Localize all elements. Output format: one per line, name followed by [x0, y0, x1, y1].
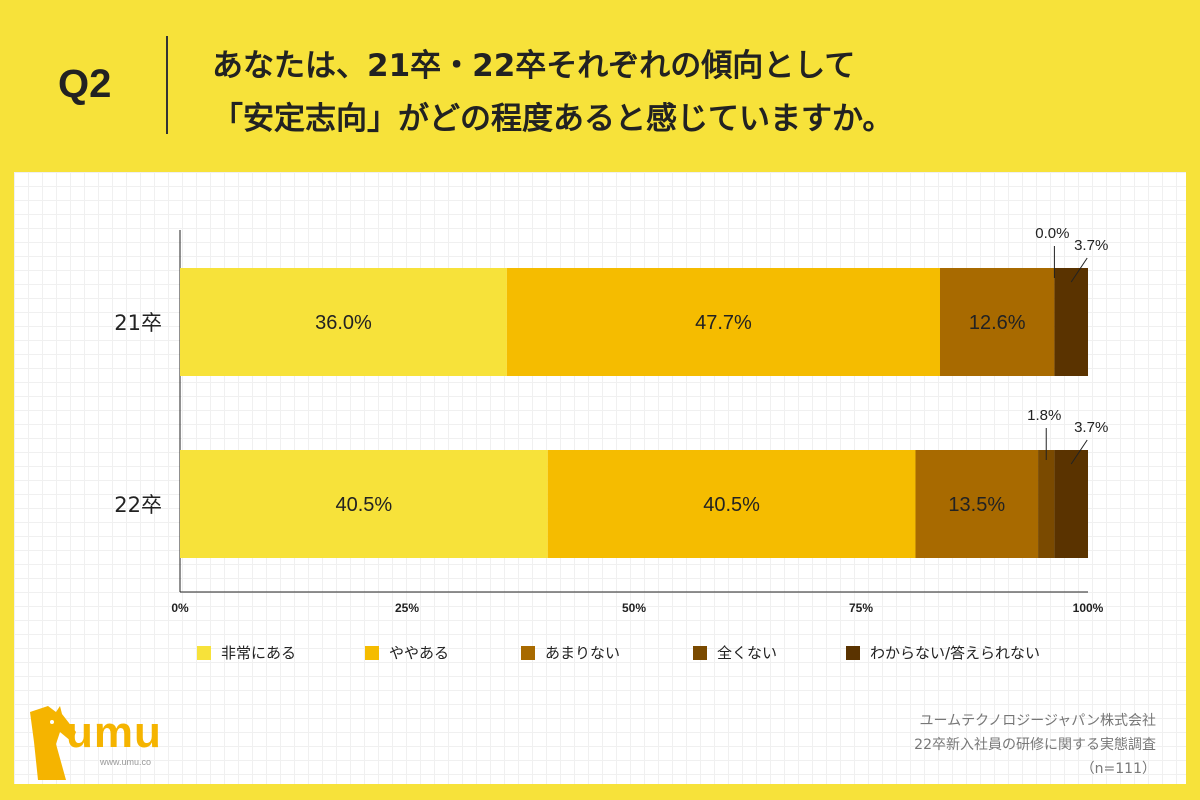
bar-segment: [1038, 450, 1055, 558]
chart-card: 0% 25% 50% 75% 100% 21卒 36.0% 47.7% 12.6% 0.0% 3.7…: [14, 172, 1186, 784]
bar-segment: [506, 268, 940, 376]
legend-swatch: [693, 646, 707, 660]
bar-segment: [939, 268, 1055, 376]
category-label: 22卒: [114, 493, 162, 517]
callout-label: 1.8%: [1027, 407, 1061, 424]
legend-swatch: [365, 646, 379, 660]
logo-url: www.umu.co: [100, 757, 152, 767]
bar-segment: [1054, 450, 1088, 558]
category-label: 21卒: [114, 311, 162, 335]
legend-label: 全くない: [717, 644, 777, 662]
legend-label: 非常にある: [221, 644, 296, 662]
header-divider: [166, 36, 168, 134]
data-label: 36.0%: [315, 312, 372, 334]
legend-swatch: [521, 646, 535, 660]
credit-company: ユームテクノロジージャパン株式会社: [919, 713, 1156, 729]
callout-line: [1070, 257, 1088, 283]
bar-segment: [180, 268, 507, 376]
bar-segment: [915, 450, 1039, 558]
x-tick-label: 75%: [849, 601, 873, 615]
data-label: 40.5%: [703, 494, 760, 516]
x-tick-label: 25%: [395, 601, 419, 615]
giraffe-logo-icon: [30, 706, 76, 780]
bar-segment: [180, 450, 548, 558]
legend-swatch: [846, 646, 860, 660]
bar-segment: [1054, 268, 1088, 376]
question-title-line-2: 「安定志向」がどの程度あると感じていますか。: [212, 101, 894, 137]
legend-label: あまりない: [545, 644, 620, 662]
credit-survey: 22卒新入社員の研修に関する実態調査: [914, 737, 1156, 753]
logo-wordmark: umu: [66, 708, 162, 757]
credit-sample-size: （n=111）: [1080, 761, 1156, 777]
data-label: 13.5%: [948, 494, 1005, 516]
bar-segment: [547, 450, 916, 558]
x-tick-label: 100%: [1073, 601, 1104, 615]
data-label: 12.6%: [969, 312, 1026, 334]
x-tick-label: 50%: [622, 601, 646, 615]
legend-swatch: [197, 646, 211, 660]
question-title-line-1: あなたは、21卒・22卒それぞれの傾向として: [212, 48, 856, 84]
data-label: 47.7%: [695, 312, 752, 334]
data-label: 40.5%: [336, 494, 393, 516]
legend-label: ややある: [389, 644, 449, 662]
callout-label: 3.7%: [1074, 237, 1108, 254]
callout-line: [1070, 439, 1088, 465]
x-tick-label: 0%: [171, 601, 189, 615]
header: Q2 あなたは、21卒・22卒それぞれの傾向として 「安定志向」がどの程度あると…: [0, 0, 1200, 170]
callout-label: 0.0%: [1035, 225, 1069, 242]
stacked-bar-chart: 0% 25% 50% 75% 100% 21卒 36.0% 47.7% 12.6% 0.0% 3.7…: [114, 225, 1108, 662]
umu-logo: [26, 702, 186, 780]
question-label: Q2: [58, 62, 112, 106]
legend-label: わからない/答えられない: [870, 644, 1040, 662]
callout-label: 3.7%: [1074, 419, 1108, 436]
